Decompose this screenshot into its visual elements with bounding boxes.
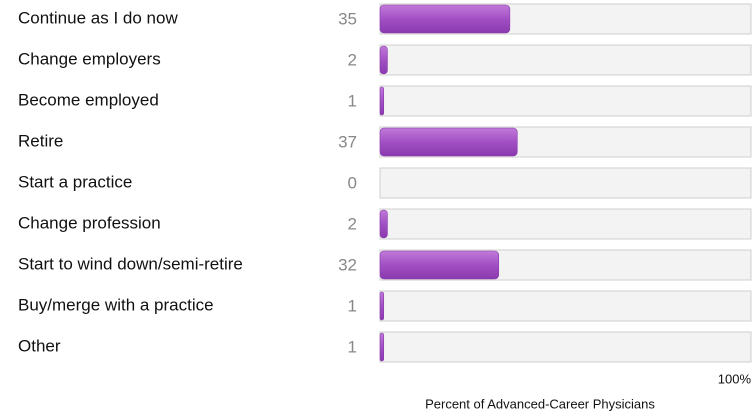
bar <box>379 209 388 239</box>
category-label: Start to wind down/semi-retire <box>18 254 243 273</box>
value-label: 35 <box>338 9 357 28</box>
bar <box>379 86 385 116</box>
value-label: 2 <box>348 214 357 233</box>
bar <box>379 127 518 157</box>
category-label: Change employers <box>18 49 161 68</box>
value-label: 32 <box>338 255 357 274</box>
value-label: 1 <box>348 337 357 356</box>
value-label: 1 <box>348 91 357 110</box>
category-label: Buy/merge with a practice <box>18 295 214 314</box>
value-label: 1 <box>348 296 357 315</box>
category-label: Retire <box>18 131 63 150</box>
bar <box>379 291 385 321</box>
bar-track <box>379 44 752 76</box>
bar-track <box>379 290 752 322</box>
bar <box>379 4 511 34</box>
category-label: Start a practice <box>18 172 132 191</box>
bar <box>379 250 500 280</box>
bar-track <box>379 167 752 199</box>
category-label: Other <box>18 336 61 355</box>
bar <box>379 45 388 75</box>
bar-track <box>379 331 752 363</box>
category-label: Change profession <box>18 213 161 232</box>
value-label: 0 <box>348 173 357 192</box>
value-label: 37 <box>338 132 357 151</box>
value-label: 2 <box>348 50 357 69</box>
x-axis-title: Percent of Advanced-Career Physicians <box>425 396 655 411</box>
bar-track <box>379 208 752 240</box>
bar <box>379 332 385 362</box>
x-tick-label: 100% <box>718 371 752 386</box>
category-label: Continue as I do now <box>18 8 178 27</box>
bar-track <box>379 85 752 117</box>
category-label: Become employed <box>18 90 159 109</box>
